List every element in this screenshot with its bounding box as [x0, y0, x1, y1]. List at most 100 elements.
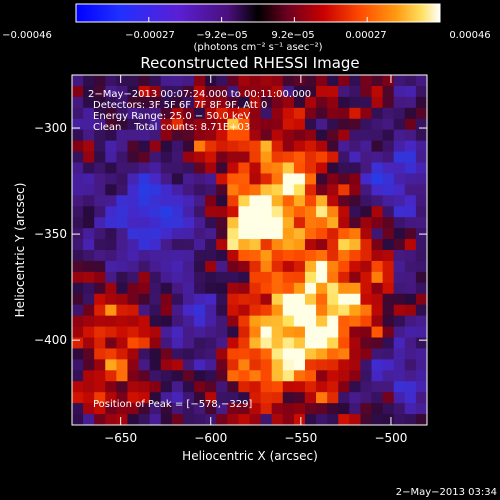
heatmap-cell: [316, 195, 328, 207]
heatmap-cell: [260, 173, 273, 185]
x-tick-label-2: −550: [284, 431, 317, 445]
heatmap-cell: [127, 96, 140, 109]
heatmap-cell: [227, 140, 239, 153]
heatmap-cell: [216, 370, 228, 382]
heatmap-cell: [127, 118, 140, 131]
heatmap-cell: [160, 381, 173, 393]
heatmap-cell: [382, 151, 395, 164]
heatmap-cell: [160, 195, 173, 207]
heatmap-cell: [83, 184, 95, 196]
heatmap-cell: [182, 403, 195, 415]
heatmap-cell: [316, 75, 328, 87]
heatmap-cell: [194, 118, 206, 131]
heatmap-cell: [94, 151, 106, 164]
heatmap-cell: [393, 381, 406, 393]
heatmap-cell: [282, 85, 295, 98]
y-tick-label-2: −400: [34, 333, 67, 347]
heatmap-cell: [371, 75, 384, 87]
heatmap-cell: [327, 315, 339, 328]
heatmap-cell: [393, 195, 406, 207]
heatmap-cell: [116, 96, 129, 109]
heatmap-cell: [94, 326, 106, 339]
heatmap-cell: [72, 75, 84, 87]
heatmap-cell: [238, 337, 251, 350]
heatmap-cell: [94, 85, 106, 98]
heatmap-cell: [282, 129, 295, 142]
heatmap-cell: [94, 381, 106, 393]
heatmap-cell: [227, 271, 239, 284]
heatmap-cell: [182, 370, 195, 382]
info-line-3: Energy Range: 25.0 − 50.0 keV: [93, 111, 250, 122]
heatmap-cell: [138, 239, 151, 251]
heatmap-cell: [371, 173, 384, 185]
heatmap-cell: [349, 250, 362, 262]
heatmap-cell: [116, 85, 129, 98]
heatmap-cell: [238, 217, 251, 229]
heatmap-cell: [127, 206, 140, 218]
heatmap-cell: [360, 392, 373, 404]
heatmap-cell: [382, 370, 395, 382]
heatmap-cell: [349, 151, 362, 164]
heatmap-cell: [149, 107, 162, 120]
heatmap-cell: [160, 184, 173, 196]
heatmap-cell: [94, 206, 106, 218]
heatmap-cell: [194, 392, 206, 404]
heatmap-cell: [227, 250, 239, 262]
heatmap-cell: [182, 173, 195, 185]
heatmap-cell: [260, 206, 273, 218]
heatmap-cell: [171, 403, 184, 415]
heatmap-cell: [415, 348, 427, 360]
heatmap-cell: [72, 414, 84, 425]
heatmap-cell: [238, 326, 251, 339]
heatmap-cell: [171, 239, 184, 251]
heatmap-cell: [316, 206, 328, 218]
heatmap-cell: [127, 195, 140, 207]
heatmap-cell: [371, 414, 384, 425]
heatmap-cell: [260, 392, 273, 404]
heatmap-cell: [293, 326, 306, 339]
heatmap-cell: [127, 75, 140, 87]
heatmap-cell: [194, 315, 206, 328]
heatmap-cell: [138, 381, 151, 393]
heatmap-cell: [83, 315, 95, 328]
heatmap-cell: [304, 107, 317, 120]
heatmap-cell: [338, 75, 350, 87]
heatmap-cell: [338, 118, 350, 131]
heatmap-cell: [205, 260, 217, 273]
heatmap-cell: [404, 75, 417, 87]
heatmap-cell: [216, 293, 228, 306]
heatmap-cell: [182, 85, 195, 98]
heatmap-cell: [94, 129, 106, 142]
heatmap-cell: [371, 381, 384, 393]
heatmap-cell: [260, 271, 273, 284]
heatmap-cell: [171, 140, 184, 153]
heatmap-cell: [249, 271, 262, 284]
heatmap-cell: [316, 282, 328, 295]
heatmap-cell: [360, 217, 373, 229]
heatmap-cell: [249, 337, 262, 350]
heatmap-cell: [382, 129, 395, 142]
heatmap-cell: [393, 228, 406, 240]
heatmap-cell: [327, 85, 339, 98]
heatmap-cell: [249, 282, 262, 295]
heatmap-cell: [327, 129, 339, 142]
heatmap-cell: [293, 271, 306, 284]
heatmap-cell: [105, 337, 117, 350]
heatmap-cell: [260, 85, 273, 98]
heatmap-cell: [293, 315, 306, 328]
heatmap-cell: [327, 250, 339, 262]
heatmap-cell: [72, 217, 84, 229]
heatmap-cell: [216, 195, 228, 207]
heatmap-cell: [160, 228, 173, 240]
heatmap-cell: [160, 129, 173, 142]
heatmap-cell: [182, 217, 195, 229]
heatmap-cell: [393, 392, 406, 404]
heatmap-cell: [194, 217, 206, 229]
heatmap-cell: [205, 184, 217, 196]
heatmap-cell: [293, 381, 306, 393]
heatmap-cell: [293, 118, 306, 131]
heatmap-cell: [216, 348, 228, 360]
heatmap-cell: [216, 414, 228, 425]
x-tick-label-3: −500: [374, 431, 407, 445]
heatmap-cell: [127, 260, 140, 273]
